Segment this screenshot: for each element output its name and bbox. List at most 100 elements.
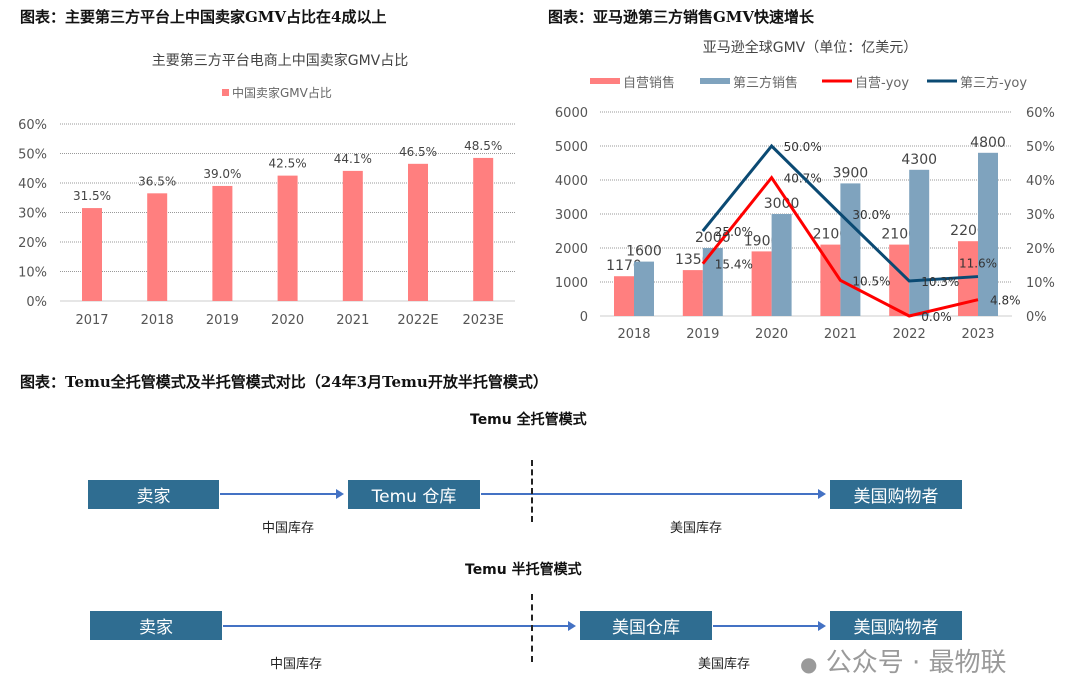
divider-line: [531, 594, 533, 662]
node-temu-warehouse: Temu 仓库: [348, 480, 480, 509]
node-us-warehouse: 美国仓库: [580, 611, 712, 640]
semi-managed-title: Temu 半托管模式: [465, 562, 582, 578]
y-tick-label: 5000: [555, 140, 588, 155]
left-section-title: 图表：主要第三方平台上中国卖家GMV占比在4成以上: [20, 8, 387, 26]
data-label: 42.5%: [269, 157, 307, 171]
data-label: 50.0%: [784, 140, 822, 154]
data-label: 30.0%: [852, 208, 890, 222]
legend-label: 第三方-yoy: [960, 75, 1027, 91]
bar: [771, 214, 792, 316]
arrow: [713, 621, 826, 631]
segment-label: 美国库存: [670, 521, 723, 536]
bar: [889, 244, 910, 316]
bar: [840, 183, 861, 316]
bar: [702, 248, 723, 316]
line-series: [701, 143, 979, 283]
bar: [909, 169, 930, 316]
data-label: 1170: [606, 258, 642, 274]
x-tick-label: 2020: [271, 313, 304, 328]
node-us-shopper: 美国购物者: [830, 611, 962, 640]
data-label: 25.0%: [715, 225, 753, 239]
arrow: [220, 489, 344, 499]
amazon-gmv-chart: 亚马逊全球GMV（单位：亿美元） 自营销售 第三方销售 自营-yoy 第三方-yoy 0 0…: [555, 39, 1055, 342]
y-tick-label: 1000: [555, 276, 588, 291]
x-tick-label: 2021: [336, 313, 369, 328]
node-us-shopper: 美国购物者: [830, 480, 962, 509]
segment-label: 中国库存: [262, 521, 315, 536]
wechat-icon: ●: [800, 652, 818, 676]
segment-label: 中国库存: [270, 657, 323, 672]
y2-tick-label: 30%: [1026, 208, 1055, 223]
legend-swatch: [700, 78, 730, 84]
x-tick-label: 2023E: [463, 313, 504, 328]
full-managed-title: Temu 全托管模式: [470, 412, 587, 428]
bar: [820, 244, 841, 316]
y-tick-label: 60%: [18, 118, 47, 133]
y-tick-label: 50%: [18, 148, 47, 163]
bar: [682, 270, 703, 316]
x-tick-label: 2019: [686, 327, 719, 342]
bar: [342, 170, 363, 301]
x-tick-label: 2017: [75, 313, 108, 328]
chart-title: 亚马逊全球GMV（单位：亿美元）: [703, 39, 918, 56]
data-label: 11.6%: [959, 257, 997, 271]
data-label: 0.0%: [921, 310, 952, 324]
x-tick-label: 2022: [893, 327, 926, 342]
legend-label: 中国卖家GMV占比: [232, 85, 332, 100]
y2-tick-label: 10%: [1026, 276, 1055, 291]
right-section-title: 图表：亚马逊第三方销售GMV快速增长: [548, 8, 815, 26]
x-tick-label: 2018: [141, 313, 174, 328]
bar: [147, 193, 168, 301]
arrow: [223, 621, 576, 631]
legend-swatch: [222, 89, 229, 96]
segment-label: 美国库存: [698, 657, 751, 672]
data-label: 2100: [881, 227, 917, 243]
y2-tick-label: 60%: [1026, 106, 1055, 121]
data-label: 4.8%: [990, 294, 1021, 308]
y-tick-label: 40%: [18, 177, 47, 192]
y2-tick-label: 0%: [1026, 310, 1047, 325]
bar: [277, 175, 298, 301]
bar: [408, 163, 428, 301]
data-label: 1900: [744, 233, 780, 249]
divider-line: [531, 460, 533, 522]
y-tick-label: 0: [580, 310, 588, 325]
arrow: [481, 489, 826, 499]
y2-tick-label: 40%: [1026, 174, 1055, 189]
data-label: 44.1%: [334, 152, 372, 166]
legend-swatch: [590, 78, 620, 84]
x-tick-label: 2019: [206, 313, 239, 328]
y-tick-label: 4000: [555, 174, 588, 189]
data-label: 46.5%: [399, 145, 437, 159]
data-label: 48.5%: [464, 139, 502, 153]
bar: [212, 185, 233, 301]
y-tick-label: 0%: [26, 295, 47, 310]
y-tick-label: 3000: [555, 208, 588, 223]
data-label: 4300: [901, 152, 937, 168]
legend-label: 自营-yoy: [855, 76, 909, 91]
data-label: 3900: [833, 165, 869, 181]
chart-title: 主要第三方平台电商上中国卖家GMV占比: [152, 52, 409, 69]
bar: [614, 276, 634, 316]
data-label: 2200: [950, 223, 986, 239]
data-label: 2100: [813, 227, 849, 243]
data-label: 31.5%: [73, 189, 111, 203]
x-tick-label: 2020: [755, 327, 788, 342]
node-seller: 卖家: [88, 480, 219, 509]
bar: [978, 152, 998, 316]
data-label: 1600: [626, 244, 662, 260]
data-label: 4800: [970, 135, 1006, 151]
node-seller: 卖家: [90, 611, 222, 640]
y-tick-label: 6000: [555, 106, 588, 121]
data-label: 36.5%: [138, 174, 176, 188]
y2-tick-label: 50%: [1026, 140, 1055, 155]
x-tick-label: 2018: [617, 327, 650, 342]
data-label: 1350: [675, 252, 711, 268]
data-label: 15.4%: [715, 258, 753, 272]
data-label: 39.0%: [203, 167, 241, 181]
y-tick-label: 30%: [18, 207, 47, 222]
line-series: [701, 175, 979, 318]
watermark-text: 公众号 · 最物联: [825, 648, 1007, 678]
x-tick-label: 2023: [961, 327, 994, 342]
